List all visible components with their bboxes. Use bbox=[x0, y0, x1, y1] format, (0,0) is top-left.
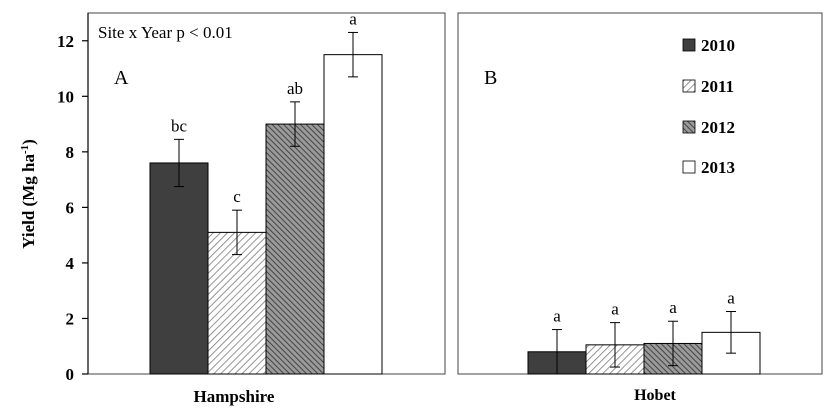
y-tick-label: 0 bbox=[66, 365, 75, 384]
legend-swatch-2011 bbox=[682, 79, 696, 93]
y-tick-label: 4 bbox=[66, 254, 75, 273]
error-bar bbox=[552, 329, 562, 375]
legend-label-2012: 2012 bbox=[701, 118, 735, 137]
y-tick-label: 10 bbox=[57, 87, 74, 106]
panel-label-a: A bbox=[114, 67, 129, 89]
significance-letter: a bbox=[553, 307, 561, 326]
legend-swatch-2012 bbox=[682, 120, 696, 134]
y-tick-label: 2 bbox=[66, 309, 75, 328]
legend-label-2011: 2011 bbox=[701, 77, 734, 96]
legend-label-2013: 2013 bbox=[701, 158, 735, 177]
y-tick-label: 8 bbox=[66, 143, 75, 162]
error-bar bbox=[610, 322, 620, 368]
legend-item-2011: 2011 bbox=[682, 77, 734, 96]
interaction-annotation: Site x Year p < 0.01 bbox=[98, 23, 233, 42]
bars: bc c ab a a a a a bbox=[149, 9, 761, 375]
legend-label-2010: 2010 bbox=[701, 36, 735, 55]
panel-label-b: B bbox=[484, 67, 497, 89]
legend-item-2013: 2013 bbox=[682, 158, 735, 177]
y-tick-label: 6 bbox=[66, 198, 75, 217]
bar-hampshire-2010 bbox=[149, 162, 209, 375]
legend-swatch-2010 bbox=[682, 38, 696, 52]
error-bar bbox=[174, 138, 184, 188]
error-bar bbox=[726, 311, 736, 354]
error-bar bbox=[232, 209, 242, 256]
panel-b-frame bbox=[457, 12, 823, 375]
error-bar bbox=[290, 101, 300, 147]
significance-letter: a bbox=[669, 298, 677, 317]
error-bar bbox=[348, 31, 358, 78]
bar-hampshire-2012 bbox=[265, 123, 325, 375]
error-bar bbox=[668, 320, 678, 367]
bar-hampshire-2011 bbox=[207, 231, 267, 375]
y-axis-label-main: Yield (Mg ha bbox=[19, 154, 38, 249]
y-tick-label: 12 bbox=[57, 32, 74, 51]
legend-item-2010: 2010 bbox=[682, 36, 735, 55]
legend-item-2012: 2012 bbox=[682, 118, 735, 137]
y-axis-label-superscript: -1 bbox=[19, 145, 31, 154]
significance-letter: bc bbox=[171, 116, 188, 135]
y-axis-label-close: ) bbox=[19, 139, 38, 145]
category-label-hampshire: Hampshire bbox=[194, 387, 275, 406]
significance-letter: ab bbox=[287, 79, 303, 98]
significance-letter: c bbox=[233, 187, 241, 206]
significance-letter: a bbox=[349, 9, 357, 28]
legend: 2010 2011 2012 2013 bbox=[682, 36, 735, 177]
significance-letter: a bbox=[727, 289, 735, 308]
category-label-hobet: Hobet bbox=[634, 387, 676, 404]
legend-swatch-2013 bbox=[682, 160, 696, 174]
y-axis-ticks: 0 2 4 6 8 10 12 bbox=[57, 32, 88, 384]
bar-hampshire-2013 bbox=[323, 54, 383, 375]
significance-letter: a bbox=[611, 300, 619, 319]
y-axis-label: Yield (Mg ha-1) bbox=[19, 139, 38, 249]
